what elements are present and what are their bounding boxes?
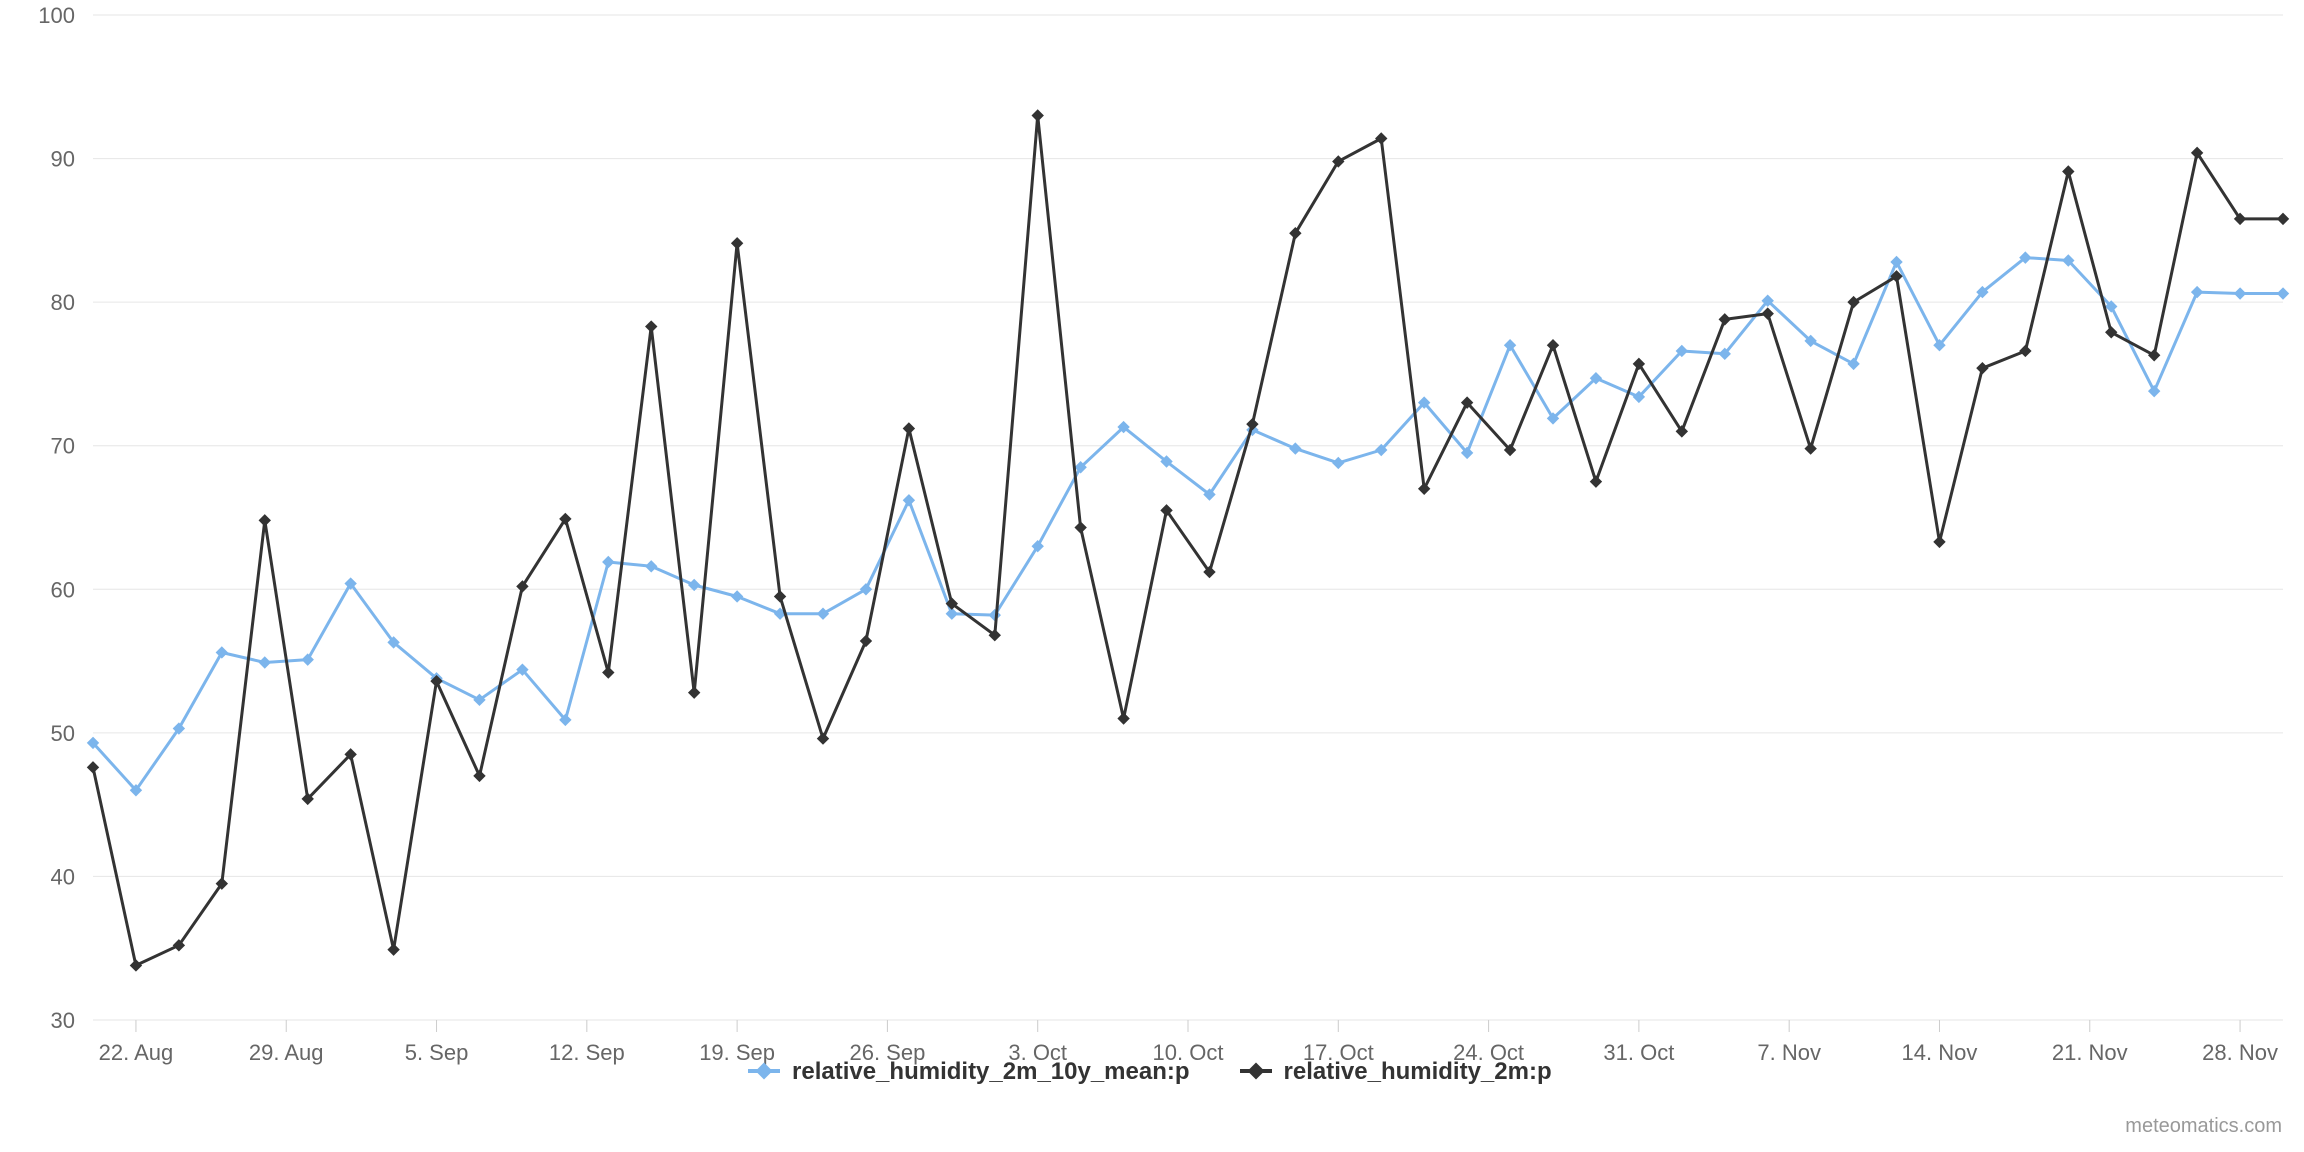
svg-text:90: 90 (51, 147, 75, 172)
svg-text:14. Nov: 14. Nov (1902, 1040, 1978, 1065)
svg-text:29. Aug: 29. Aug (249, 1040, 324, 1065)
svg-text:31. Oct: 31. Oct (1603, 1040, 1674, 1065)
legend-label-0: relative_humidity_2m_10y_mean:p (792, 1058, 1190, 1086)
legend-item-1[interactable]: relative_humidity_2m:p (1240, 1058, 1552, 1086)
svg-text:100: 100 (38, 3, 75, 28)
svg-text:28. Nov: 28. Nov (2202, 1040, 2278, 1065)
svg-text:12. Sep: 12. Sep (549, 1040, 625, 1065)
legend-label-1: relative_humidity_2m:p (1284, 1058, 1552, 1086)
svg-text:60: 60 (51, 577, 75, 602)
svg-text:5. Sep: 5. Sep (405, 1040, 469, 1065)
svg-text:50: 50 (51, 721, 75, 746)
svg-text:7. Nov: 7. Nov (1757, 1040, 1821, 1065)
legend-swatch-1 (1240, 1069, 1272, 1073)
chart-svg: 30 40 50 60 70 80 90 100 22. Aug 29. Aug 5. Sep 12.… (0, 0, 2304, 1152)
credit-text: meteomatics.com (2125, 1115, 2282, 1138)
humidity-line-chart: 30 40 50 60 70 80 90 100 22. Aug 29. Aug 5. Sep 12.… (0, 0, 2304, 1152)
legend-item-0[interactable]: relative_humidity_2m_10y_mean:p (748, 1058, 1190, 1086)
svg-text:40: 40 (51, 864, 75, 889)
svg-text:22. Aug: 22. Aug (99, 1040, 174, 1065)
svg-text:80: 80 (51, 290, 75, 315)
legend: relative_humidity_2m_10y_mean:p relative… (748, 1058, 1552, 1086)
legend-swatch-0 (748, 1069, 780, 1073)
svg-text:70: 70 (51, 434, 75, 459)
svg-text:21. Nov: 21. Nov (2052, 1040, 2128, 1065)
svg-text:30: 30 (51, 1008, 75, 1033)
